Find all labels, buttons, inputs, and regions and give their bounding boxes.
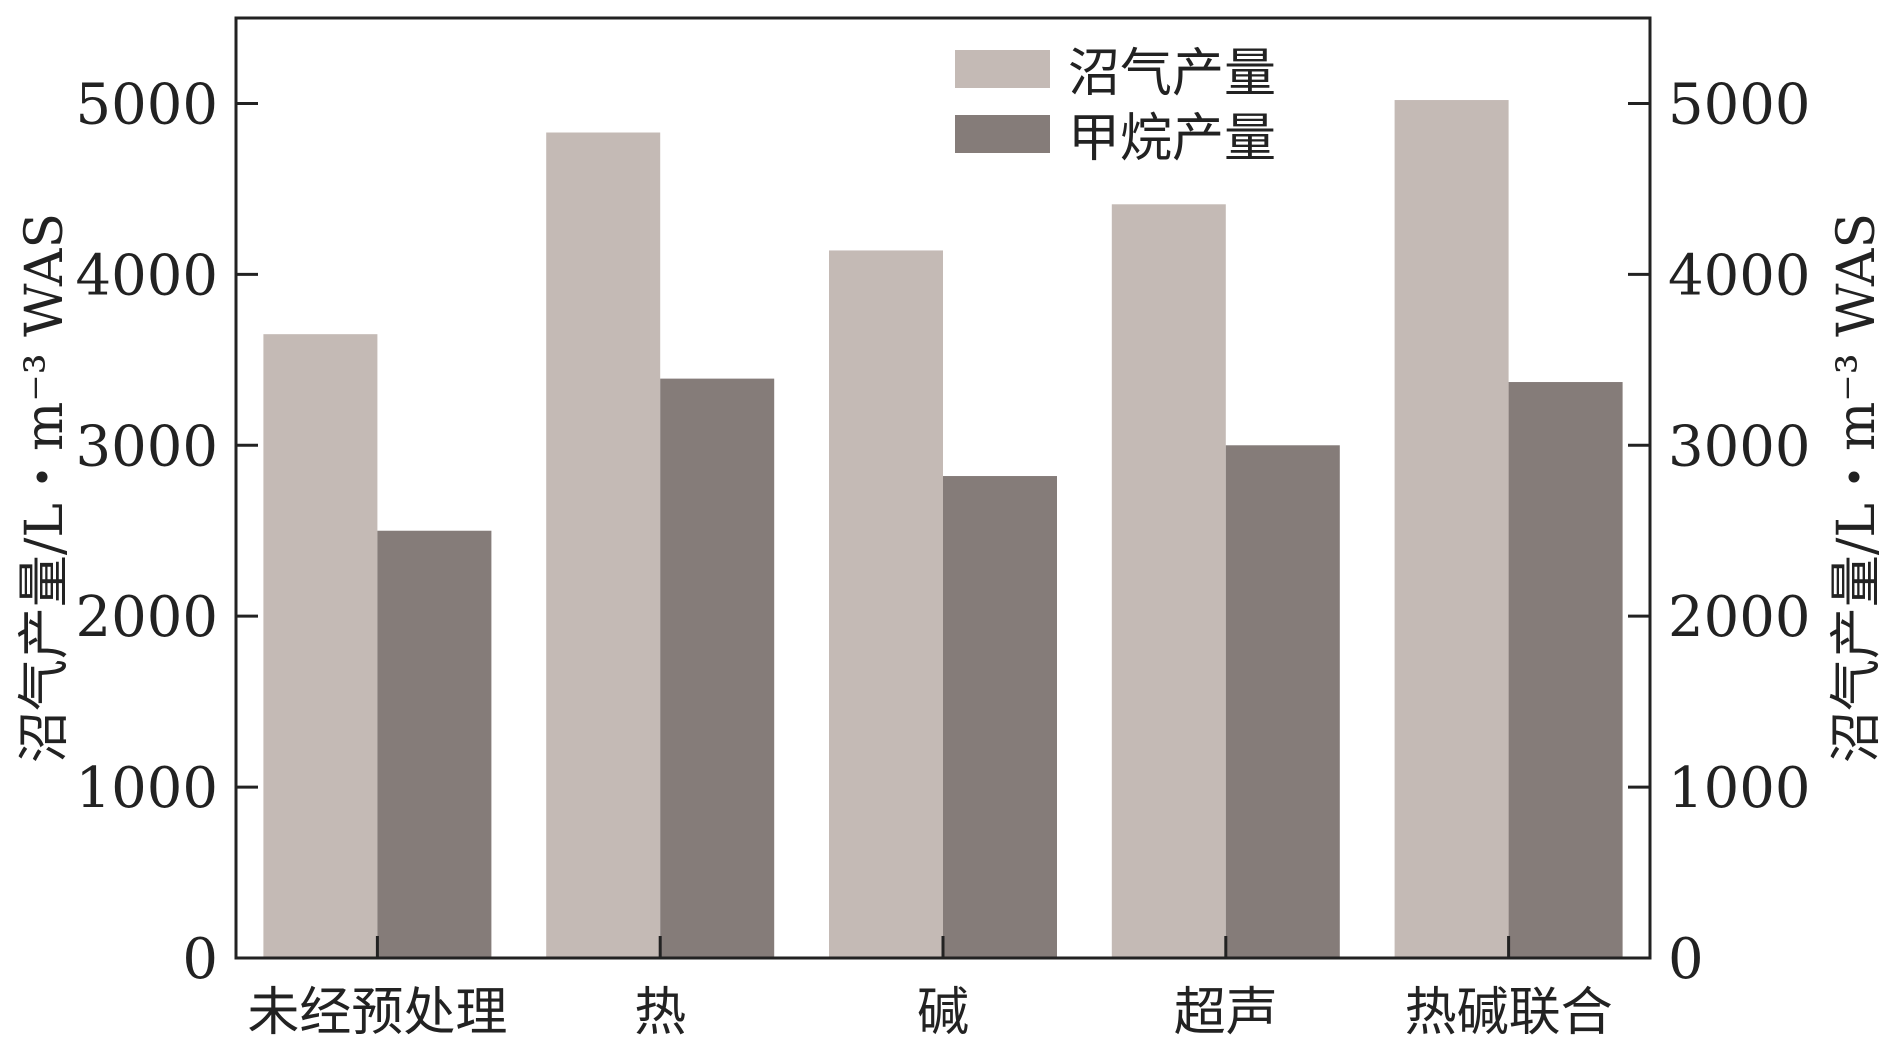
bar-methane-1 [660, 378, 775, 959]
bar-methane-4 [1508, 382, 1623, 958]
left-tick-label-4: 4000 [75, 243, 218, 308]
legend-swatch-biogas [955, 50, 1050, 88]
x-tick-label-1: 热 [634, 983, 686, 1043]
legend-label-methane: 甲烷产量 [1068, 109, 1276, 169]
x-tick-label-0: 未经预处理 [247, 983, 507, 1043]
left-tick-label-0: 0 [182, 927, 218, 992]
right-axis: 0 1000 2000 3000 4000 5000 [1628, 72, 1811, 992]
legend-swatch-methane [955, 115, 1050, 153]
right-tick-label-4: 4000 [1668, 243, 1811, 308]
bar-methane-0 [377, 530, 492, 958]
left-axis: 0 1000 2000 3000 4000 5000 [75, 72, 258, 992]
bar-methane-3 [1225, 445, 1340, 959]
legend-label-biogas: 沼气产量 [1068, 44, 1276, 104]
bar-biogas-4 [1394, 100, 1509, 958]
right-tick-label-0: 0 [1668, 927, 1704, 992]
bar-biogas-0 [263, 334, 378, 958]
right-tick-label-2: 2000 [1668, 585, 1811, 650]
bar-methane-2 [943, 476, 1057, 958]
bars [263, 100, 1623, 959]
y-axis-label-left: 沼气产量/L・m⁻³ WAS [15, 213, 75, 763]
legend: 沼气产量 甲烷产量 [955, 44, 1276, 169]
left-tick-label-1: 1000 [75, 756, 218, 821]
right-tick-label-5: 5000 [1668, 72, 1811, 137]
bar-biogas-3 [1111, 204, 1226, 959]
left-tick-label-5: 5000 [75, 72, 218, 137]
right-tick-label-1: 1000 [1668, 756, 1811, 821]
left-tick-label-2: 2000 [75, 585, 218, 650]
x-tick-label-4: 热碱联合 [1405, 983, 1613, 1043]
bar-biogas-1 [546, 132, 661, 958]
x-tick-label-2: 碱 [917, 983, 969, 1043]
left-tick-label-3: 3000 [75, 414, 218, 479]
y-axis-label-right: 沼气产量/L・m⁻³ WAS [1827, 213, 1887, 763]
x-tick-label-3: 超声 [1174, 983, 1278, 1043]
bar-biogas-2 [829, 250, 943, 958]
right-tick-label-3: 3000 [1668, 414, 1811, 479]
x-axis: 未经预处理 热 碱 超声 热碱联合 [247, 936, 1613, 1043]
